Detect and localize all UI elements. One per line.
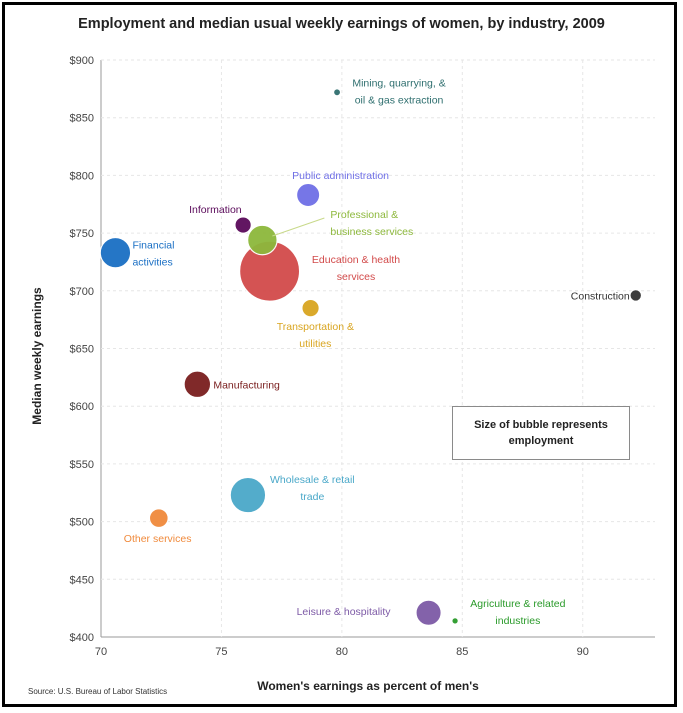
bubble-label: Public administration [292,170,389,182]
y-tick-label: $500 [70,517,94,529]
bubble-label: Other services [124,533,192,545]
chart-frame [2,2,677,707]
bubble [99,236,132,269]
bubble-label: Education & health services [312,254,400,283]
y-tick-label: $600 [70,401,94,413]
y-tick-label: $750 [70,228,94,240]
source-note: Source: U.S. Bureau of Labor Statistics [28,687,168,696]
bubble-label: Transportation & utilities [277,321,354,350]
bubble-size-note: Size of bubble represents employment [452,406,630,460]
bubble-label: Construction [571,290,630,302]
bubble [334,89,340,96]
chart-title: Employment and median usual weekly earni… [78,16,605,32]
y-tick-label: $550 [70,459,94,471]
x-tick-label: 85 [456,646,468,658]
grid-lines [100,59,655,638]
bubble-label: Professional & business services [330,209,413,238]
x-tick-label: 75 [215,646,227,658]
bubble [629,289,643,302]
x-tick-label: 90 [577,646,589,658]
bubble-labels: Education & health services Wholesale & re… [124,77,630,627]
x-tick-label: 80 [336,646,348,658]
y-tick-label: $850 [70,113,94,125]
bubble-label: Financial activities [132,240,174,269]
bubble [451,617,459,625]
x-axis-label: Women's earnings as percent of men's [257,679,479,693]
bubble-label: Leisure & hospitality [297,606,392,618]
bubble-label: Wholesale & retail trade [270,474,355,503]
y-tick-label: $650 [70,344,94,356]
label-leader-line [272,217,325,237]
bubble [295,182,321,208]
bubble [301,298,320,318]
bubble-label: Information [189,204,242,216]
y-tick-label: $450 [70,574,94,586]
x-tick-label: 70 [95,646,107,658]
bubble [148,508,169,529]
bubble-label: Mining, quarrying, & oil & gas extraction [352,77,445,106]
y-tick-label: $700 [70,286,94,298]
bubbles [99,89,643,626]
y-tick-label: $800 [70,170,94,182]
bubble [415,599,442,626]
y-tick-label: $400 [70,632,94,644]
bubble-label: Manufacturing [213,379,280,391]
bubble-size-note-text: Size of bubble represents employment [474,419,608,447]
axis-ticks: $400 $450 $500 $550 $600 $650 $700 $750 $800 $850… [70,55,589,658]
bubble [183,370,212,399]
bubble [234,216,252,234]
bubble [229,476,267,514]
bubble [247,224,278,256]
y-axis-label: Median weekly earnings [30,287,44,425]
y-tick-label: $900 [70,55,94,67]
bubble-label: Agriculture & related industries [470,598,565,627]
